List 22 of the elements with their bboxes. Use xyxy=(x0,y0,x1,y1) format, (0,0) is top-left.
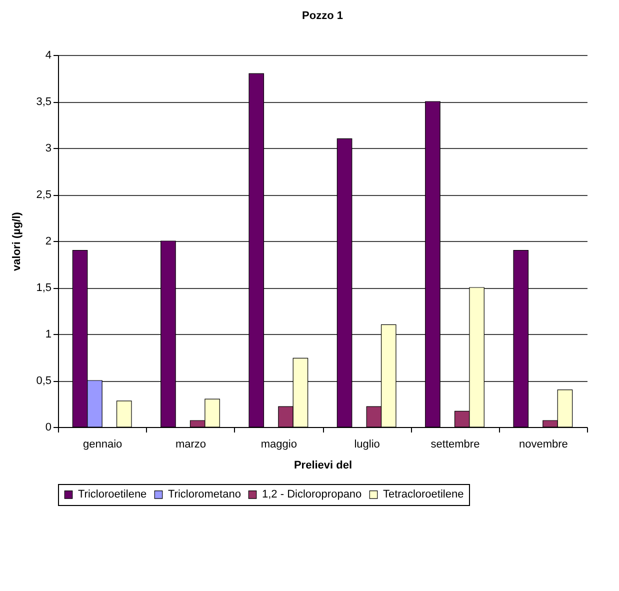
y-tick-label: 1,5 xyxy=(36,282,52,294)
legend-label: Tetracloroetilene xyxy=(383,488,464,501)
y-tick-label: 3 xyxy=(45,142,52,154)
y-tick-label: 4 xyxy=(45,50,52,62)
y-tick-label: 3,5 xyxy=(36,96,52,108)
y-tick-label: 0 xyxy=(45,422,52,434)
x-tick-label: maggio xyxy=(260,438,297,450)
y-tick-label: 0,5 xyxy=(36,375,52,387)
x-tick-label: marzo xyxy=(175,438,206,450)
x-tick-label: gennaio xyxy=(83,438,122,450)
x-tick-label: luglio xyxy=(354,438,380,450)
legend-label: 1,2 - Dicloropropano xyxy=(262,488,362,501)
legend-label: Triclorometano xyxy=(168,488,241,501)
chart-title: Pozzo 1 xyxy=(302,10,343,22)
y-tick-label: 2 xyxy=(45,236,52,248)
x-axis-title: Prelievi del xyxy=(294,460,352,472)
legend-label: Tricloroetilene xyxy=(78,488,147,501)
x-tick-label: settembre xyxy=(430,438,480,450)
y-tick-label: 1 xyxy=(45,328,52,340)
y-axis-title: valori (µg/l) xyxy=(11,212,24,271)
y-tick-label: 2,5 xyxy=(36,189,52,201)
x-tick-label: novembre xyxy=(518,438,568,450)
